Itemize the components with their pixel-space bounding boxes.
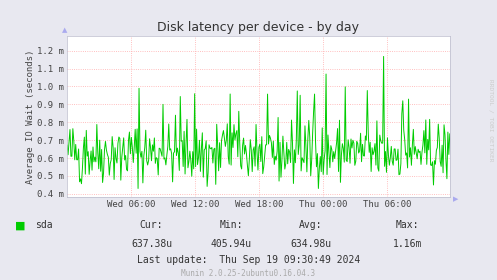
- Text: RRDTOOL / TOBI OETIKER: RRDTOOL / TOBI OETIKER: [489, 79, 494, 162]
- Text: Munin 2.0.25-2ubuntu0.16.04.3: Munin 2.0.25-2ubuntu0.16.04.3: [181, 269, 316, 278]
- Text: 634.98u: 634.98u: [290, 239, 331, 249]
- Text: ■: ■: [15, 220, 25, 230]
- Text: Cur:: Cur:: [140, 220, 164, 230]
- Text: 637.38u: 637.38u: [131, 239, 172, 249]
- Text: 405.94u: 405.94u: [211, 239, 251, 249]
- Text: ▲: ▲: [62, 28, 67, 34]
- Text: Min:: Min:: [219, 220, 243, 230]
- Text: 1.16m: 1.16m: [393, 239, 422, 249]
- Y-axis label: Average IO Wait (seconds): Average IO Wait (seconds): [26, 50, 35, 184]
- Text: ▶: ▶: [453, 196, 458, 202]
- Text: sda: sda: [35, 220, 52, 230]
- Text: Max:: Max:: [396, 220, 419, 230]
- Text: Last update:  Thu Sep 19 09:30:49 2024: Last update: Thu Sep 19 09:30:49 2024: [137, 255, 360, 265]
- Title: Disk latency per device - by day: Disk latency per device - by day: [158, 21, 359, 34]
- Text: Avg:: Avg:: [299, 220, 323, 230]
